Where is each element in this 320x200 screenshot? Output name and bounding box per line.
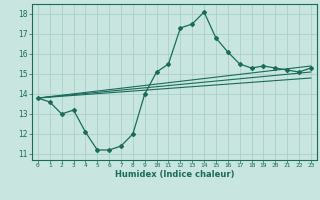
X-axis label: Humidex (Indice chaleur): Humidex (Indice chaleur) bbox=[115, 170, 234, 179]
